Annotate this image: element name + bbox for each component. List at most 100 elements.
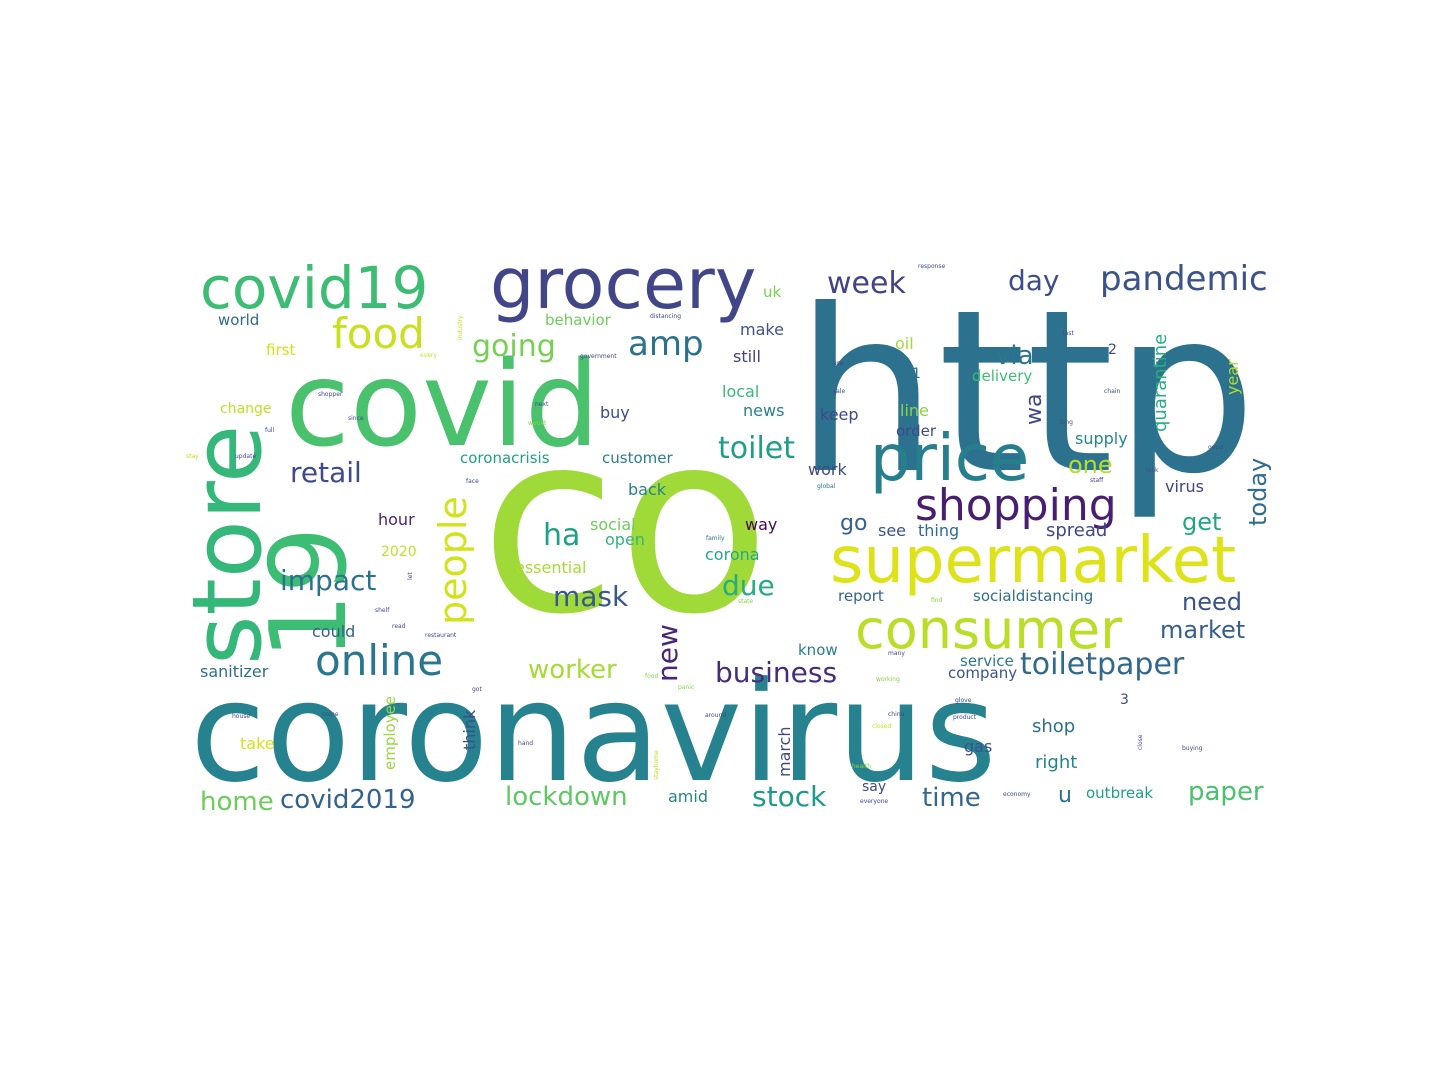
- word: week: [827, 266, 906, 301]
- word: socialdistancing: [973, 587, 1093, 605]
- word: price: [870, 422, 1029, 496]
- word: market: [1160, 616, 1245, 644]
- word: social: [590, 515, 636, 534]
- word: update: [235, 453, 256, 460]
- word: could: [312, 622, 355, 641]
- word: news: [743, 401, 784, 420]
- word: hour: [378, 510, 415, 529]
- word: many: [888, 650, 905, 657]
- word: go: [840, 511, 867, 536]
- word: co: [480, 378, 770, 669]
- word: glove: [955, 697, 972, 704]
- word: outbreak: [1086, 784, 1153, 802]
- word: store: [173, 425, 283, 665]
- word: lockdown: [505, 782, 628, 812]
- word: know: [798, 641, 838, 659]
- word: use: [833, 360, 844, 367]
- word: 3: [1120, 692, 1129, 708]
- word: toiletpaper: [1020, 647, 1185, 682]
- word: due: [722, 569, 775, 602]
- word: covid2019: [280, 785, 415, 815]
- word: got: [472, 686, 482, 693]
- word: worker: [528, 655, 617, 685]
- word: 1: [912, 366, 921, 382]
- word: product: [953, 714, 977, 721]
- word: people: [431, 496, 475, 625]
- word: restaurant: [425, 632, 457, 639]
- word: supermarket: [830, 524, 1236, 598]
- word: buy: [600, 403, 630, 422]
- word: every: [420, 352, 437, 359]
- word: health: [852, 763, 871, 770]
- word: 2020: [381, 544, 417, 560]
- word: would: [528, 420, 546, 427]
- word: wa: [1022, 394, 1047, 425]
- word: let: [407, 572, 414, 580]
- word: shop: [1032, 716, 1075, 737]
- word: covid19: [200, 254, 428, 322]
- word: grocery: [490, 243, 756, 325]
- word: impact: [280, 564, 376, 597]
- word: back: [628, 480, 667, 499]
- word: state: [738, 598, 754, 605]
- word: consumer: [855, 598, 1123, 661]
- word: buying: [1182, 745, 1203, 752]
- word: long: [1060, 419, 1073, 426]
- word: time: [922, 783, 981, 813]
- word: read: [392, 623, 406, 630]
- word: customer: [602, 449, 673, 467]
- word: supply: [1075, 429, 1128, 448]
- word: open: [605, 530, 645, 549]
- word: closed: [872, 723, 891, 730]
- word: year: [1223, 359, 1242, 395]
- word: service: [960, 652, 1014, 670]
- word: shelf: [375, 607, 390, 614]
- word: hand: [518, 740, 533, 747]
- word: see: [878, 521, 906, 540]
- word: government: [580, 353, 617, 360]
- word: uk: [763, 283, 782, 301]
- word: stay: [186, 453, 199, 460]
- word: shopper: [318, 391, 343, 398]
- word: amid: [668, 787, 708, 806]
- word: face: [466, 478, 479, 485]
- word: good: [1208, 444, 1223, 451]
- word: around: [705, 712, 726, 719]
- word: find: [931, 597, 943, 604]
- word: shopping: [915, 480, 1117, 531]
- word: today: [1244, 458, 1272, 526]
- word: next: [535, 401, 549, 408]
- word: last: [1063, 330, 1074, 337]
- word: global: [817, 483, 836, 490]
- word: order: [896, 422, 937, 440]
- word: everyone: [860, 798, 888, 805]
- word: sale: [833, 388, 845, 395]
- word: response: [918, 263, 946, 270]
- word: spread: [1046, 520, 1107, 541]
- word: virus: [1165, 477, 1204, 496]
- word: still: [733, 347, 761, 366]
- word: food: [645, 673, 658, 680]
- word: employee: [381, 696, 399, 770]
- word: work: [808, 460, 847, 479]
- word: pandemic: [1100, 259, 1268, 299]
- word: distancing: [650, 313, 681, 320]
- word: local: [722, 382, 759, 401]
- word: look: [1146, 467, 1159, 474]
- word: corona: [705, 545, 760, 564]
- word: amp: [628, 324, 704, 364]
- word: come: [322, 711, 339, 718]
- word: 2: [1108, 342, 1117, 358]
- word: retail: [290, 456, 362, 489]
- word: china: [888, 711, 905, 718]
- word: via: [995, 341, 1034, 371]
- word: gas: [964, 737, 992, 756]
- word: sanitizer: [200, 662, 269, 681]
- word: need: [1182, 588, 1242, 616]
- word: stock: [752, 780, 827, 813]
- word: right: [1035, 752, 1077, 773]
- word: new: [651, 624, 684, 682]
- word: coronavirus: [190, 652, 997, 813]
- word: take: [240, 734, 275, 753]
